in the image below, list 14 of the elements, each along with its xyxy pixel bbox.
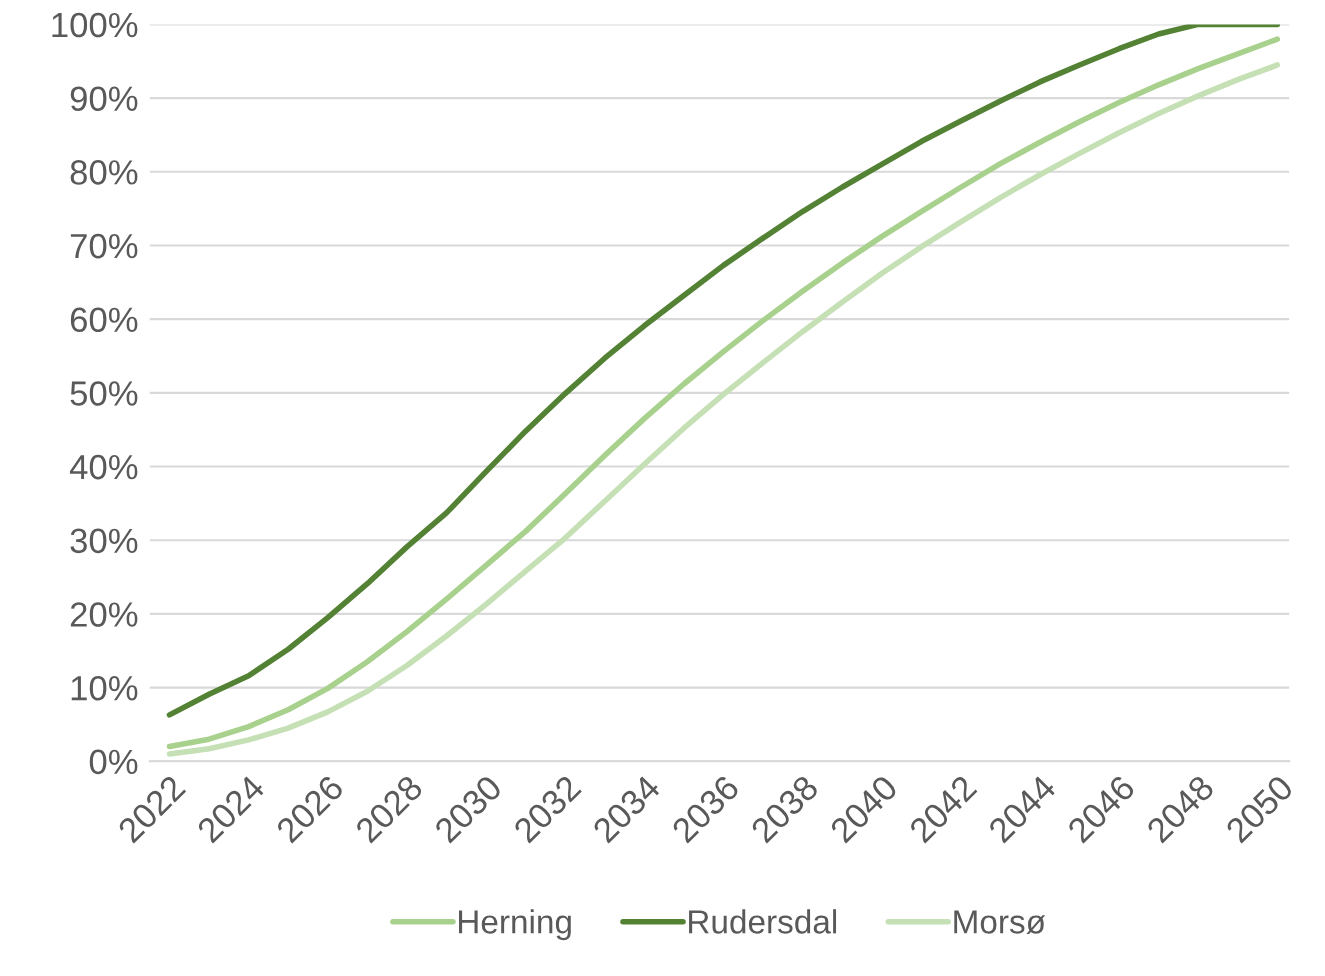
- y-tick-label: 40%: [69, 454, 138, 480]
- y-tick-label: 70%: [70, 233, 138, 259]
- y-tick-label: 10%: [71, 675, 138, 701]
- y-tick-label: 0%: [89, 749, 138, 775]
- y-tick-label: 60%: [70, 307, 138, 333]
- y-tick-label: 80%: [70, 160, 138, 185]
- y-tick-label: 30%: [70, 528, 138, 554]
- legend-label: Rudersdal: [689, 909, 837, 934]
- y-tick-label: 20%: [70, 602, 138, 627]
- y-tick-label: 100%: [52, 12, 138, 38]
- y-tick-label: 90%: [70, 86, 138, 112]
- legend-label: Morsø: [954, 910, 1046, 934]
- y-tick-label: 50%: [70, 381, 138, 406]
- legend-label: Herning: [459, 909, 571, 941]
